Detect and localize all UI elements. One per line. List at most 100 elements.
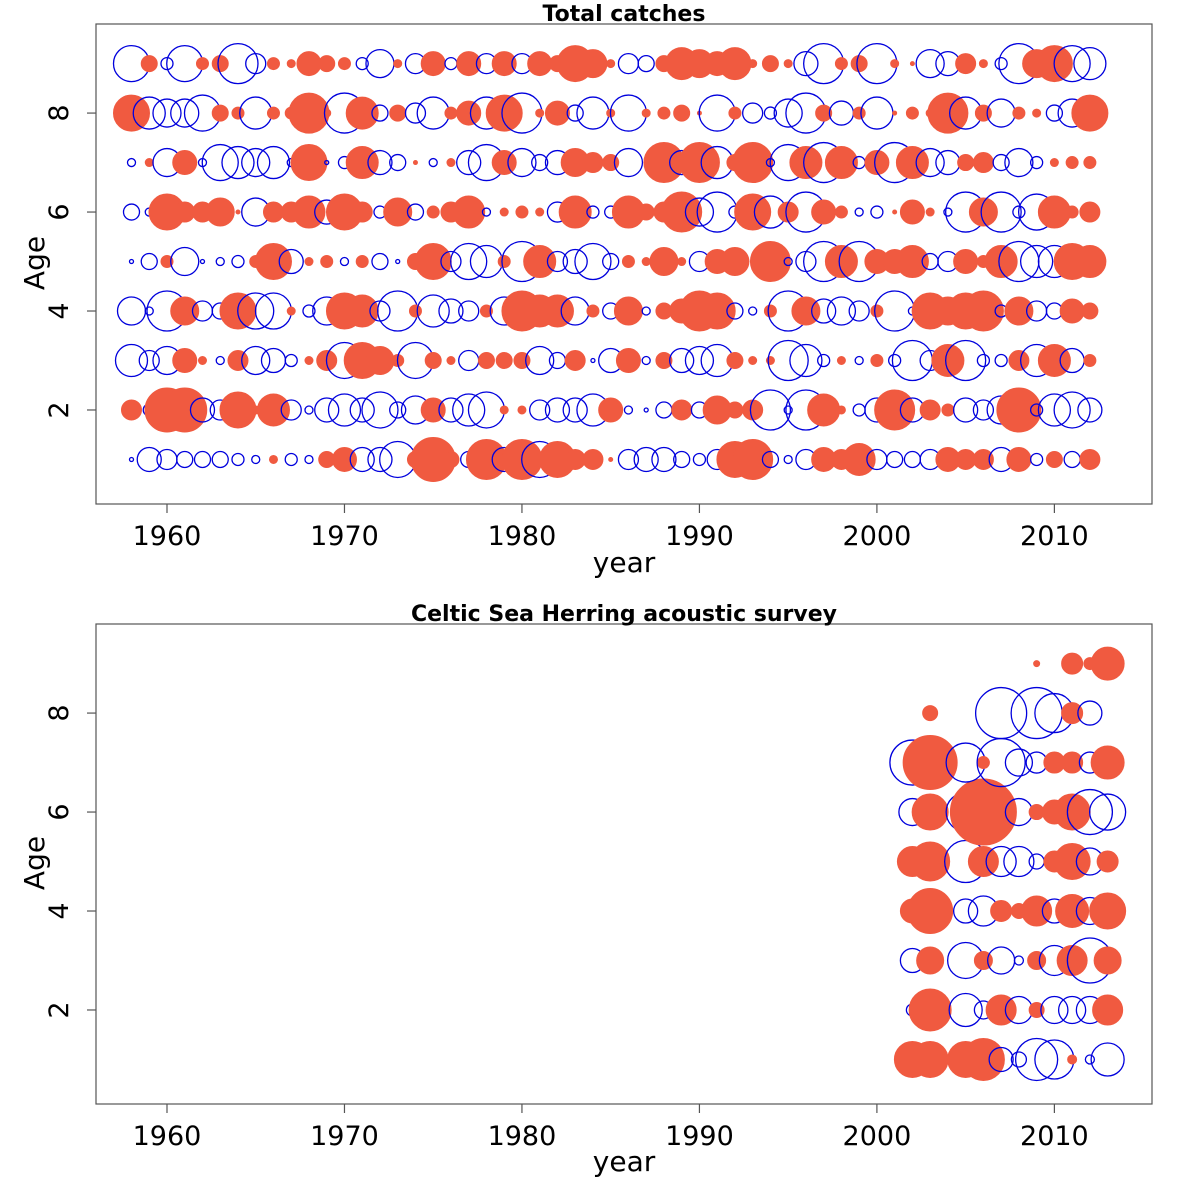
bubble (284, 353, 298, 368)
bubble (231, 254, 245, 269)
bubble (304, 355, 314, 365)
bubble (371, 104, 389, 122)
bubble (657, 106, 671, 120)
bubble (495, 351, 513, 369)
y-tick-label: 4 (44, 902, 75, 919)
y-axis-label: Age (18, 236, 51, 290)
bubble (988, 799, 1014, 825)
bubble (426, 205, 440, 219)
bubble (331, 446, 357, 472)
bubble (895, 146, 929, 180)
bubble (952, 397, 979, 423)
bubble (891, 339, 934, 382)
bubble (1014, 1037, 1059, 1082)
x-tick-label: 2000 (843, 1121, 912, 1152)
plot-frame (95, 623, 1153, 1105)
bubble (641, 306, 651, 316)
bubble (458, 300, 480, 322)
bubble (507, 147, 537, 178)
bubble (564, 349, 586, 371)
bubble (828, 100, 855, 126)
bubble (497, 255, 511, 269)
bubble (1003, 845, 1035, 878)
bubble (201, 143, 239, 182)
bubble (916, 946, 945, 975)
bubble (138, 349, 160, 372)
bubble (1090, 646, 1125, 681)
bubble (815, 104, 833, 122)
y-tick-label: 8 (44, 104, 75, 121)
bubble (456, 51, 482, 77)
bubble (219, 391, 257, 429)
bubble (633, 446, 659, 473)
bubble (176, 450, 194, 469)
y-axis-label: Age (18, 836, 51, 890)
bubble (637, 203, 655, 221)
bubble (649, 247, 679, 277)
bubble (655, 351, 673, 369)
bubble (606, 59, 616, 69)
bubble (732, 438, 774, 480)
bubble (749, 241, 791, 283)
bubble (499, 405, 509, 415)
bubble (404, 102, 427, 124)
bubble (643, 407, 649, 413)
bubble (292, 195, 326, 229)
bubble (420, 397, 446, 423)
bubble (726, 401, 744, 419)
bubble (485, 94, 523, 132)
bubble (836, 405, 846, 415)
bubble (955, 53, 977, 75)
bubble (582, 152, 604, 174)
bubble (1012, 205, 1026, 219)
bubble (456, 100, 482, 126)
x-tick-label: 2000 (843, 521, 912, 552)
bubble (742, 399, 764, 421)
bubble (517, 405, 527, 415)
bubble (205, 197, 235, 227)
bubble (996, 387, 1042, 433)
bubble (428, 157, 438, 168)
x-tick-label: 1990 (665, 1121, 734, 1152)
bubble (314, 397, 340, 423)
bubble (1008, 349, 1030, 371)
bubble (761, 55, 779, 73)
bubble (540, 294, 574, 328)
bubble (1090, 1042, 1125, 1077)
bubble (349, 397, 375, 423)
bubble (302, 304, 316, 318)
bubble (162, 387, 208, 433)
bubble (617, 52, 640, 75)
bubble (361, 391, 399, 429)
x-axis-label: year (593, 1145, 656, 1178)
bubble (925, 207, 935, 217)
bubble (974, 686, 1028, 740)
bubble (211, 450, 229, 469)
bubble (931, 343, 965, 377)
bubble (623, 405, 634, 415)
bubble (994, 353, 1008, 368)
bubble (748, 306, 758, 316)
bubble (613, 296, 643, 326)
bubble (424, 351, 442, 369)
bubble (1067, 1054, 1078, 1065)
bubble (870, 353, 884, 367)
bubble (140, 55, 158, 73)
bubble (907, 888, 954, 935)
x-tick-label: 2010 (1020, 521, 1089, 552)
bubble (1071, 94, 1109, 132)
bubble (465, 438, 507, 480)
bubble (389, 401, 407, 419)
bubble (850, 55, 868, 73)
bubble (617, 448, 640, 471)
bubble (535, 108, 545, 118)
bubble (389, 104, 407, 122)
bubble (128, 456, 135, 463)
bubble (1079, 201, 1101, 223)
bubble (266, 57, 280, 71)
bubble (144, 306, 154, 316)
bubble (371, 252, 389, 271)
bubble (698, 292, 736, 330)
bubble (1004, 748, 1034, 777)
bubble (395, 258, 401, 265)
